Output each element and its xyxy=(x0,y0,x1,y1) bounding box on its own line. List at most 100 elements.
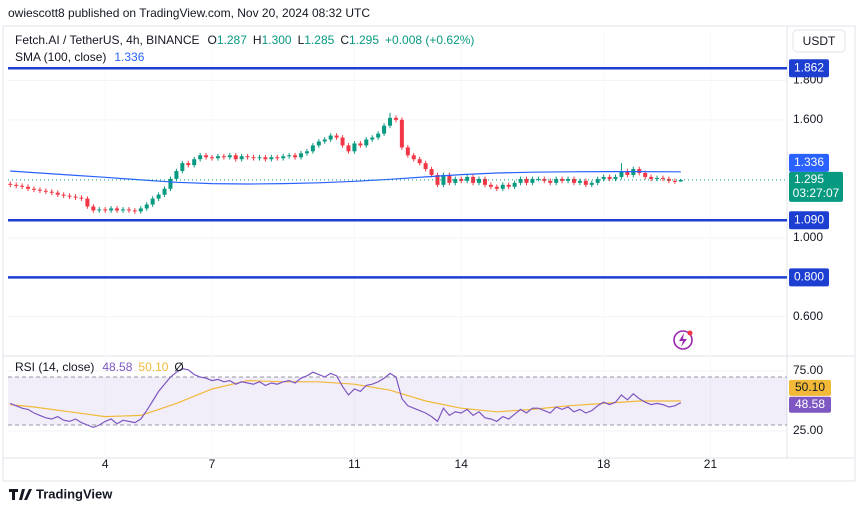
candle-body xyxy=(37,189,42,191)
brand-mark xyxy=(9,489,32,500)
level-label: 1.090 xyxy=(794,212,824,226)
candle-body xyxy=(601,176,606,179)
candle-body xyxy=(649,176,654,179)
candle-body xyxy=(459,178,464,181)
rsi-symbol: Ø xyxy=(174,360,183,374)
x-tick-label: 4 xyxy=(102,457,109,471)
ohlc-value: 1.300 xyxy=(262,33,292,47)
candle-body xyxy=(162,188,167,195)
rsi-legend: RSI (14, close) 48.58 50.10 Ø xyxy=(15,360,184,374)
candle-body xyxy=(239,156,244,160)
candle-body xyxy=(405,147,410,156)
candle-body xyxy=(554,178,559,183)
candle-body xyxy=(79,197,84,199)
candle-body xyxy=(204,155,209,158)
candle-body xyxy=(577,180,582,183)
x-tick-label: 18 xyxy=(597,457,611,471)
candle-body xyxy=(560,178,565,181)
candle-body xyxy=(251,157,256,159)
brand-name: TradingView xyxy=(36,486,113,501)
ohlc-value: 1.285 xyxy=(304,33,334,47)
candle-body xyxy=(269,157,274,160)
ohlc-value: 1.295 xyxy=(349,33,379,47)
candle-body xyxy=(26,186,31,189)
rsi-tick-label: 75.00 xyxy=(793,363,823,377)
candle-body xyxy=(672,180,677,182)
alert-icon-dot[interactable] xyxy=(687,330,693,336)
candle-body xyxy=(168,178,173,189)
level-label-box xyxy=(789,211,829,230)
candle-body xyxy=(263,157,268,160)
candle-body xyxy=(281,156,286,159)
last-price-box xyxy=(789,171,843,202)
ohlc-value: 1.287 xyxy=(217,33,247,47)
candle-body xyxy=(215,156,220,159)
candle-body xyxy=(85,198,90,207)
level-label: 1.862 xyxy=(794,60,824,74)
brand-logo: TradingView xyxy=(9,486,113,501)
sma-label-box xyxy=(789,153,829,172)
candle-body xyxy=(364,139,369,146)
rsi-ma-value: 50.10 xyxy=(138,360,168,374)
rsi-ma-line xyxy=(10,379,681,418)
ohlc-key: O xyxy=(208,33,217,47)
candle-body xyxy=(382,125,387,134)
candle-body xyxy=(376,133,381,138)
currency-label[interactable]: USDT xyxy=(803,34,836,48)
alert-icon-ring[interactable] xyxy=(673,330,693,350)
candle-body xyxy=(595,178,600,183)
x-tick-label: 14 xyxy=(455,457,469,471)
candle-body xyxy=(20,185,25,187)
candle-body xyxy=(494,186,499,189)
candle-body xyxy=(144,204,149,209)
candle-body xyxy=(126,209,131,211)
candle-body xyxy=(358,143,363,146)
level-label: 0.800 xyxy=(794,270,824,284)
ohlc-key: L xyxy=(298,33,305,47)
candle-body xyxy=(548,180,553,183)
candle-body xyxy=(120,209,125,211)
candle-body xyxy=(655,177,660,179)
sma-line xyxy=(10,170,681,185)
candle-body xyxy=(192,159,197,166)
candle-body xyxy=(103,209,108,211)
candle-body xyxy=(536,178,541,180)
candle-body xyxy=(109,208,114,211)
candle-body xyxy=(340,137,345,146)
rsi-ma-axis-label: 50.10 xyxy=(795,380,825,394)
candle-body xyxy=(150,198,155,205)
candle-body xyxy=(115,208,120,211)
candle-body xyxy=(417,159,422,164)
alert-icon-bolt[interactable] xyxy=(679,333,687,347)
alert-icon[interactable] xyxy=(673,330,693,350)
candle-body xyxy=(607,176,612,179)
candle-body xyxy=(322,139,327,142)
sma-name: SMA (100, close) xyxy=(15,50,106,64)
rsi-name: RSI (14, close) xyxy=(15,360,94,374)
candle-body xyxy=(198,155,203,160)
candle-body xyxy=(393,117,398,120)
candle-body xyxy=(132,210,137,212)
y-tick-label: 0.600 xyxy=(793,309,823,323)
candle-body xyxy=(660,177,665,179)
candle-body xyxy=(245,156,250,158)
candle-body xyxy=(429,169,434,175)
candle-body xyxy=(293,155,298,158)
candle-body xyxy=(346,145,351,152)
candle-body xyxy=(388,117,393,126)
candle-body xyxy=(334,135,339,138)
candle-body xyxy=(299,153,304,158)
candle-body xyxy=(328,135,333,140)
candle-body xyxy=(643,173,648,177)
candle-body xyxy=(43,190,48,192)
candle-body xyxy=(304,151,309,154)
candle-body xyxy=(488,184,493,187)
currency-button[interactable] xyxy=(792,29,846,53)
candle-body xyxy=(471,176,476,183)
candle-body xyxy=(411,155,416,160)
candle-body xyxy=(399,119,404,148)
candle-body xyxy=(530,178,535,183)
chart-frame xyxy=(2,25,856,482)
